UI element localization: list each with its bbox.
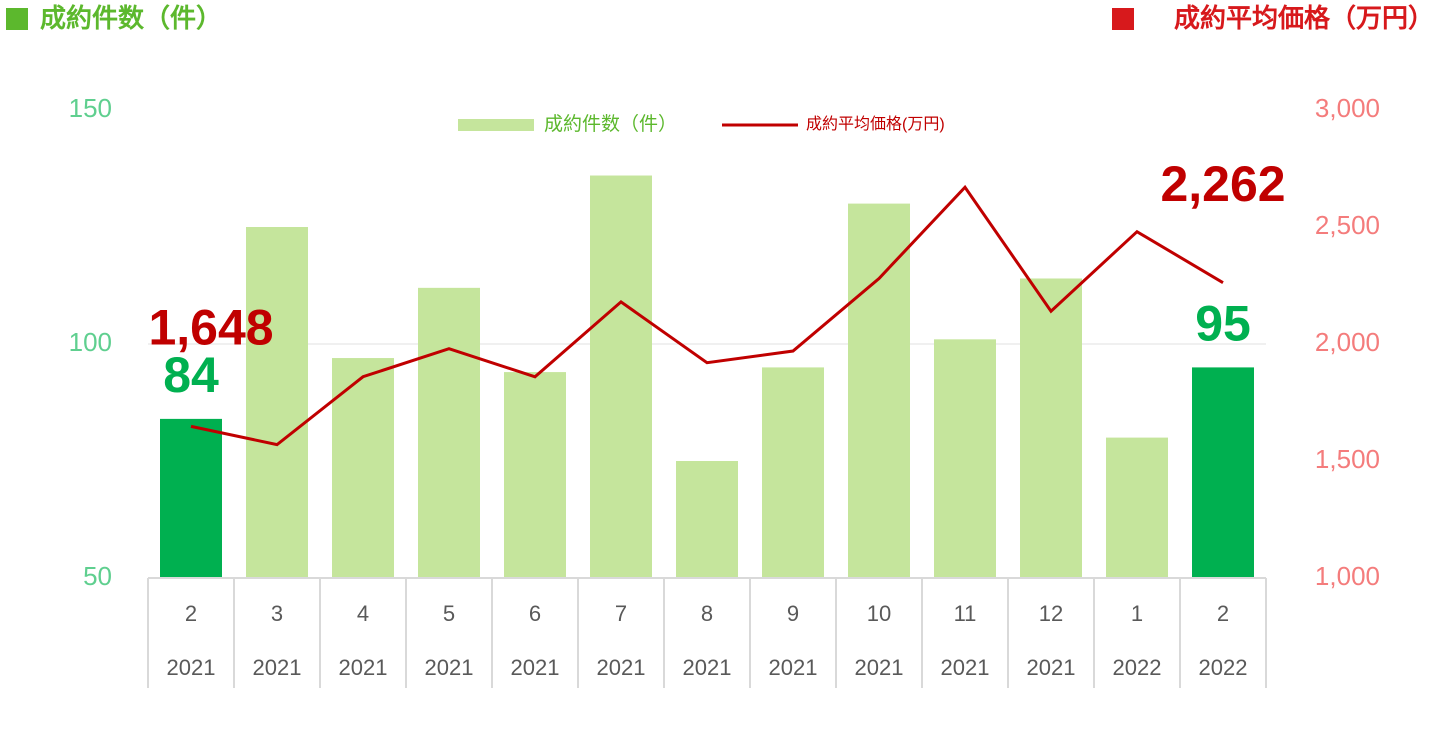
bar — [762, 367, 824, 578]
x-group-label: 2022 — [1113, 655, 1162, 680]
x-tick-label: 6 — [529, 601, 541, 626]
y2-tick-label: 1,500 — [1315, 444, 1380, 474]
x-tick-label: 5 — [443, 601, 455, 626]
x-tick-label: 4 — [357, 601, 369, 626]
bar — [676, 461, 738, 578]
x-tick-label: 11 — [954, 601, 977, 626]
legend-label: 成約件数（件） — [544, 113, 677, 135]
x-group-label: 2021 — [855, 655, 904, 680]
y2-tick-label: 3,000 — [1315, 93, 1380, 123]
x-tick-label: 3 — [271, 601, 283, 626]
x-group-label: 2021 — [511, 655, 560, 680]
x-tick-label: 9 — [787, 601, 799, 626]
bar — [1106, 437, 1168, 578]
x-group-label: 2021 — [683, 655, 732, 680]
y2-tick-label: 2,000 — [1315, 327, 1380, 357]
y-tick-label: 50 — [83, 561, 112, 591]
y-tick-label: 150 — [69, 93, 112, 123]
data-label: 95 — [1195, 296, 1251, 352]
x-group-label: 2021 — [253, 655, 302, 680]
left-header: 成約件数（件） — [40, 3, 222, 33]
bar — [1020, 278, 1082, 578]
x-tick-label: 8 — [701, 601, 713, 626]
y2-tick-label: 2,500 — [1315, 210, 1380, 240]
x-group-label: 2021 — [425, 655, 474, 680]
right-header: 成約平均価格（万円） — [1174, 3, 1434, 33]
x-group-label: 2021 — [597, 655, 646, 680]
legend-label: 成約平均価格(万円) — [806, 115, 945, 133]
line — [190, 184, 1224, 447]
data-label: 1,648 — [148, 300, 273, 356]
header-marker — [1112, 8, 1134, 30]
bar — [246, 227, 308, 578]
bar — [590, 175, 652, 578]
data-label: 2,262 — [1160, 156, 1285, 212]
x-tick-label: 2 — [185, 601, 197, 626]
x-tick-label: 1 — [1131, 601, 1143, 626]
bar — [160, 418, 222, 578]
x-group-label: 2021 — [1027, 655, 1076, 680]
x-group-label: 2021 — [769, 655, 818, 680]
bar — [848, 203, 910, 578]
x-group-label: 2021 — [339, 655, 388, 680]
x-group-label: 2021 — [941, 655, 990, 680]
bar — [934, 339, 996, 578]
bar — [1192, 367, 1254, 578]
x-tick-label: 2 — [1217, 601, 1229, 626]
header-marker — [6, 8, 28, 30]
x-group-label: 2021 — [167, 655, 216, 680]
y2-tick-label: 1,000 — [1315, 561, 1380, 591]
bar — [504, 372, 566, 578]
bar — [418, 287, 480, 578]
x-tick-label: 7 — [615, 601, 627, 626]
x-tick-label: 12 — [1039, 601, 1063, 626]
y-tick-label: 100 — [69, 327, 112, 357]
legend-swatch — [458, 119, 534, 131]
x-group-label: 2022 — [1199, 655, 1248, 680]
bar — [332, 358, 394, 578]
data-label: 84 — [163, 347, 219, 403]
x-tick-label: 10 — [867, 601, 891, 626]
